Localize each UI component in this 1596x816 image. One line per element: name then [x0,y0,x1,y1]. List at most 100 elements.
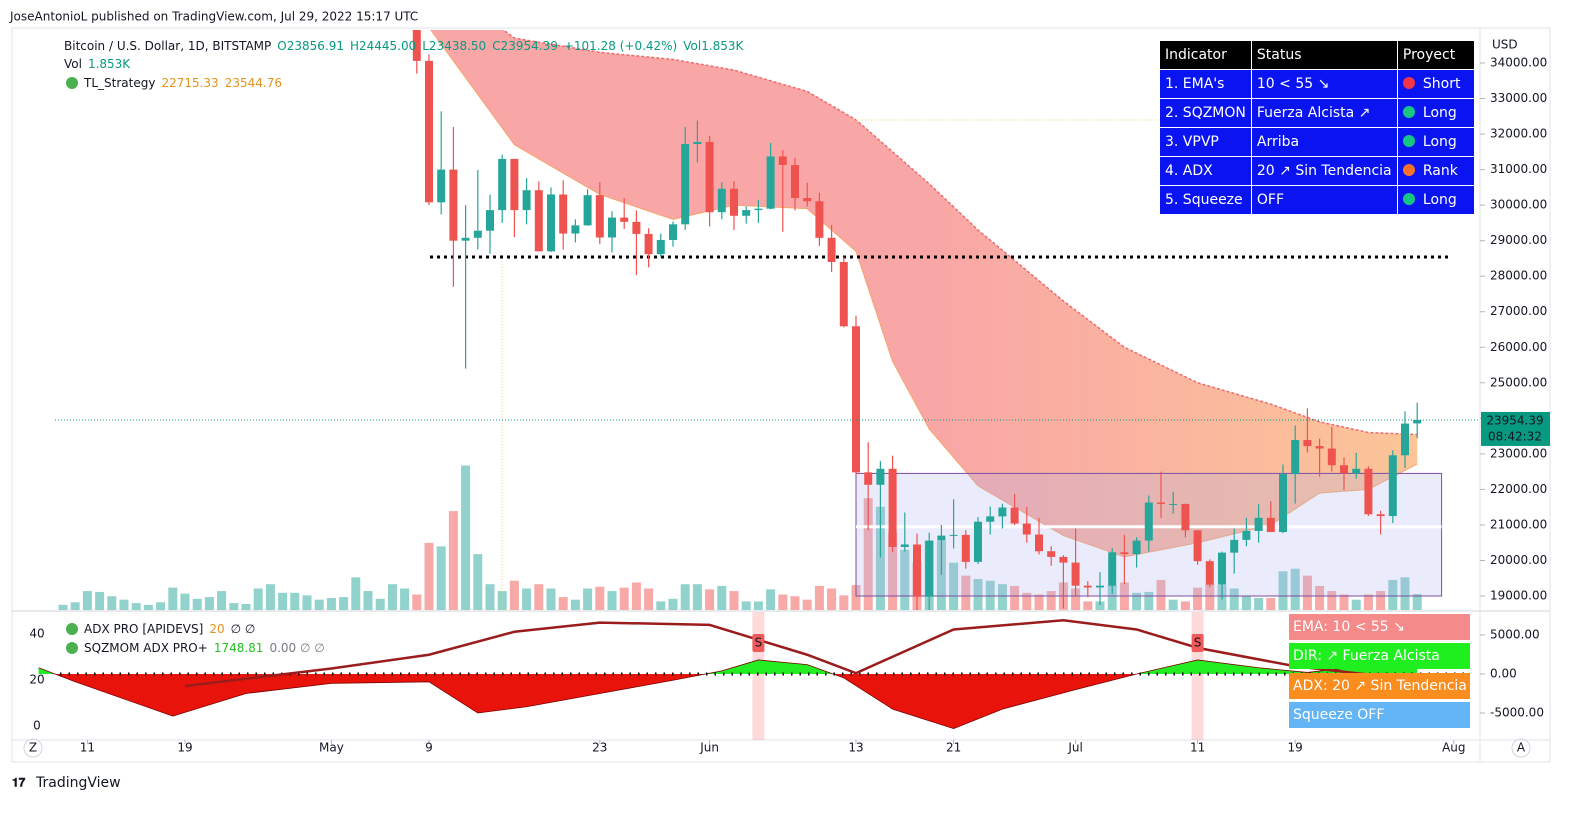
cell-text: 4. ADX [1165,163,1213,179]
volume-bar [387,584,397,610]
adx-tick-label: 40 [29,627,44,641]
header-cell: Proyect [1396,40,1475,70]
corner-right[interactable]: A [1517,741,1526,755]
volume-bar [900,549,910,610]
volume-bar [1022,592,1032,610]
y-tick-label: 21000.00 [1490,517,1547,531]
volume-bar [1412,594,1422,610]
cell-text: 2. SQZMON [1165,105,1246,121]
candle-body [1047,551,1056,557]
status-table: Indicator Status Proyect 1. EMA's 10 < 55 ↘ S… [1159,40,1475,215]
corner-left[interactable]: Z [29,741,37,755]
x-tick-label: Jul [1067,741,1082,755]
y-tick-label: 27000.00 [1490,304,1547,318]
volume-bar [656,601,666,610]
candle-body [559,194,568,234]
candle-body [534,190,543,252]
candle-body [913,544,921,597]
candle-body [1083,585,1092,588]
publisher: JoseAntonioL published on TradingView.co… [9,10,418,24]
volume-bar [473,554,483,610]
signal-label: S [755,636,763,650]
candle-body [1059,556,1068,563]
band-name: TL_Strategy [83,76,155,90]
candle-body [1388,455,1397,517]
y-tick-label: 20000.00 [1490,553,1547,567]
candle-body [1096,585,1104,588]
volume-bar [143,604,153,610]
volume-bar [1302,575,1312,610]
adx-legend: ADX PRO [APIDEVS] 20 ∅ ∅ [84,622,255,636]
candle-body [449,169,458,241]
table-cell: Long [1396,127,1475,157]
candle-body [1303,440,1312,447]
candle-body [693,141,702,145]
volume-bar [753,601,763,610]
table-cell: Short [1396,69,1475,99]
volume-bar [522,588,532,610]
candle-body [669,224,677,240]
candle-body [705,141,714,213]
candle-body [486,210,494,231]
volume-bar [851,585,861,610]
volume-bar [485,584,495,610]
volume-bar [766,589,776,610]
adx-line [184,619,1418,688]
candle-body [1035,534,1043,552]
mom-extra: 0.00 ∅ ∅ [269,641,324,655]
candle-body [1132,540,1141,555]
y-tick-label: 26000.00 [1490,340,1547,354]
legend-close: C23954.39 [492,39,558,53]
volume-bar [936,541,946,610]
table-cell: OFF [1250,185,1398,215]
band-fill [430,30,1418,557]
momentum-pos [38,659,1418,674]
candle-body [1266,517,1275,533]
volume-bar [290,592,300,610]
x-tick-label: 23 [592,741,607,755]
candle-body [864,472,873,485]
logo-mark: 𝟏𝟕 [12,776,26,790]
volume-bar [339,597,349,610]
volume-bar [607,591,617,610]
volume-bar [119,599,129,610]
volume-bar [1241,596,1251,610]
candle-body [803,198,812,202]
volume-bar [168,587,178,610]
legend-volume: Vol1.853K [683,39,744,53]
table-cell: 2. SQZMON [1159,98,1252,128]
volume-bar [973,579,983,610]
volume-bar [1388,579,1398,610]
candle-body [742,210,751,216]
volume-bar [668,598,678,610]
volume-bar [131,603,141,610]
status-box: DIR: ↗ Fuerza Alcista [1289,643,1470,670]
status-dot [1402,106,1415,118]
volume-bar [1229,588,1239,610]
corner-button[interactable] [1511,738,1531,758]
table-row: 1. EMA's 10 < 55 ↘ Short [1159,69,1475,99]
volume-bar [1034,594,1044,610]
footer: TradingView [35,775,121,791]
signal-label: S [1194,636,1202,650]
cell-text: 10 < 55 ↘ [1256,76,1330,92]
volume-bar [156,602,166,610]
candle-body [827,237,836,262]
volume-bar [424,542,434,610]
volume-bar [583,588,593,610]
candle-body [925,540,934,597]
mom-legend: SQZMOM ADX PRO+ 1748.81 0.00 ∅ ∅ [84,641,325,655]
volume-bar [412,594,422,610]
momentum-neg [54,673,1137,729]
volume-bar [302,595,312,610]
volume-bar [1132,592,1142,610]
volume-bar [717,585,727,610]
table-cell: Long [1396,185,1475,215]
corner-button[interactable] [23,738,43,758]
volume-bar [1315,585,1325,610]
volume-bar [1083,601,1093,610]
adx-tick-label: 0 [33,718,41,732]
y-tick-label: 28000.00 [1490,269,1547,283]
indicator-icon [66,77,78,89]
table-row: 4. ADX 20 ↗ Sin Tendencia Rank [1159,156,1475,186]
